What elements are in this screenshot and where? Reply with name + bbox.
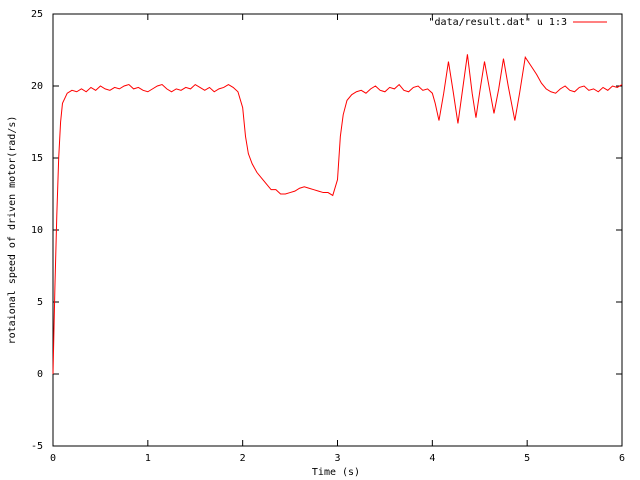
y-tick-label: 15: [31, 153, 43, 164]
y-tick-label: 20: [31, 81, 43, 92]
legend-label: "data/result.dat" u 1:3: [429, 17, 567, 28]
x-tick-label: 6: [619, 453, 625, 464]
x-axis-label: Time (s): [312, 467, 360, 478]
x-tick-label: 5: [524, 453, 530, 464]
plot-frame: [52, 13, 623, 447]
x-tick-label: 1: [145, 453, 151, 464]
x-tick-label: 3: [334, 453, 340, 464]
y-tick-label: 5: [37, 297, 43, 308]
y-tick-label: 0: [37, 369, 43, 380]
y-tick-label: -5: [31, 441, 43, 452]
x-tick-label: 0: [50, 453, 56, 464]
y-axis-label: rotaional speed of driven motor(rad/s): [7, 116, 18, 345]
x-tick-label: 2: [240, 453, 246, 464]
data-line: [52, 54, 623, 375]
y-tick-label: 10: [31, 225, 43, 236]
x-tick-label: 4: [429, 453, 435, 464]
y-tick-label: 25: [31, 9, 43, 20]
